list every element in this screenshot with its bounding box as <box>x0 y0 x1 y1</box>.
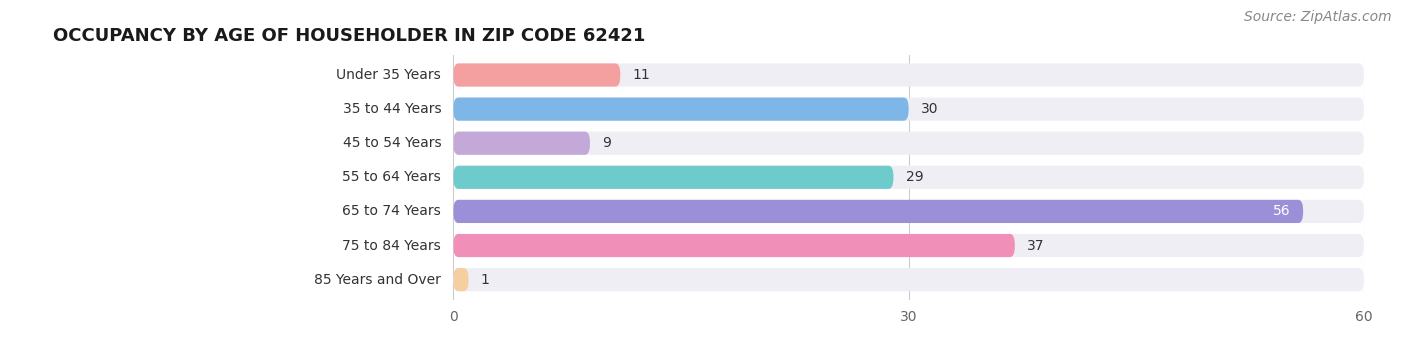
Text: 29: 29 <box>905 170 924 184</box>
Text: 35 to 44 Years: 35 to 44 Years <box>343 102 441 116</box>
FancyBboxPatch shape <box>453 63 1364 87</box>
FancyBboxPatch shape <box>453 268 1364 291</box>
Text: Source: ZipAtlas.com: Source: ZipAtlas.com <box>1244 10 1392 24</box>
Text: 11: 11 <box>633 68 650 82</box>
Text: 75 to 84 Years: 75 to 84 Years <box>343 238 441 253</box>
FancyBboxPatch shape <box>453 98 908 121</box>
Text: 65 to 74 Years: 65 to 74 Years <box>343 204 441 219</box>
Text: 9: 9 <box>602 136 612 150</box>
FancyBboxPatch shape <box>453 234 1015 257</box>
Text: 85 Years and Over: 85 Years and Over <box>315 272 441 287</box>
Text: OCCUPANCY BY AGE OF HOUSEHOLDER IN ZIP CODE 62421: OCCUPANCY BY AGE OF HOUSEHOLDER IN ZIP C… <box>53 27 645 45</box>
Text: 1: 1 <box>481 272 489 287</box>
FancyBboxPatch shape <box>453 268 468 291</box>
FancyBboxPatch shape <box>453 234 1364 257</box>
FancyBboxPatch shape <box>453 166 893 189</box>
FancyBboxPatch shape <box>453 63 620 87</box>
FancyBboxPatch shape <box>453 200 1364 223</box>
Text: Under 35 Years: Under 35 Years <box>336 68 441 82</box>
Text: 37: 37 <box>1026 238 1045 253</box>
Text: 55 to 64 Years: 55 to 64 Years <box>343 170 441 184</box>
Text: 30: 30 <box>921 102 938 116</box>
Text: 56: 56 <box>1274 204 1291 219</box>
Text: 45 to 54 Years: 45 to 54 Years <box>343 136 441 150</box>
FancyBboxPatch shape <box>453 200 1303 223</box>
FancyBboxPatch shape <box>453 132 591 155</box>
FancyBboxPatch shape <box>453 166 1364 189</box>
FancyBboxPatch shape <box>453 132 1364 155</box>
FancyBboxPatch shape <box>453 98 1364 121</box>
